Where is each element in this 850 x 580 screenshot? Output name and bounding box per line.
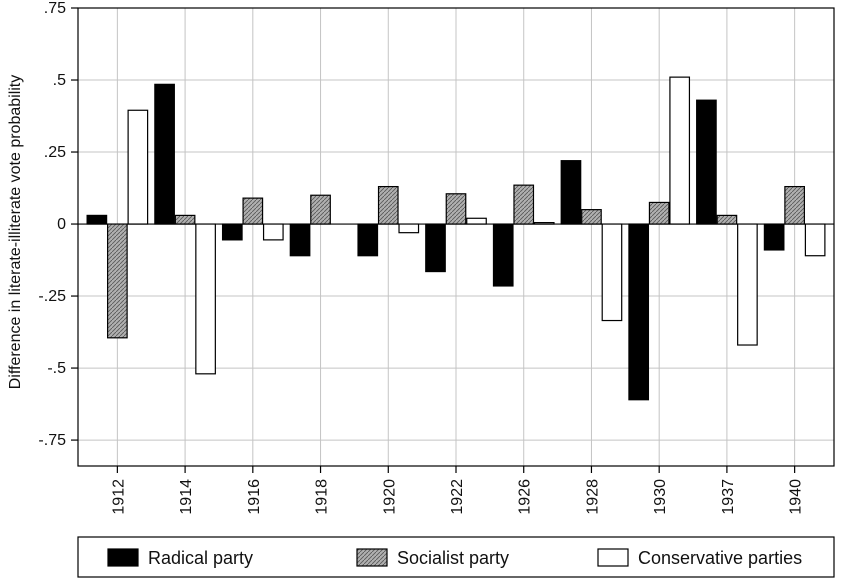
bar-socialist-party-1930 (648, 201, 670, 225)
legend-label: Conservative parties (638, 548, 802, 568)
y-tick-label: -.5 (47, 360, 66, 377)
y-tick-label: .75 (44, 0, 66, 17)
plot-area: .75 .5 .25 0 -.25 -.5 -.75 1912 1914 1916 1918 1920… (38, 0, 835, 515)
bar-radical-party-1918 (289, 223, 311, 257)
legend-box (77, 536, 835, 578)
bar-conservative-parties-1912 (127, 109, 149, 225)
x-tick-label: 1912 (110, 479, 127, 515)
bar-conservative-parties-1920 (398, 223, 420, 234)
y-tick-label: -.25 (38, 288, 66, 305)
x-tick-label: 1920 (381, 479, 398, 515)
bar-socialist-party-1937 (716, 214, 738, 225)
legend-swatch (107, 548, 139, 567)
legend-label: Radical party (148, 548, 253, 568)
bar-socialist-party-1918 (310, 194, 331, 225)
bar-radical-party-1926 (492, 223, 514, 287)
bar-radical-party-1922 (425, 223, 446, 273)
bar-conservative-parties-1930 (669, 76, 691, 225)
bar-radical-party-1916 (221, 223, 243, 241)
legend-swatch (356, 548, 388, 567)
x-tick-label: 1937 (720, 479, 737, 515)
bar-radical-party-1930 (628, 223, 650, 401)
bar-conservative-parties-1922 (466, 217, 487, 225)
x-tick-label: 1940 (788, 479, 805, 515)
bar-socialist-party-1928 (581, 209, 602, 225)
legend: Radical party Socialist party Conservative… (77, 536, 835, 578)
x-tick-label: 1916 (246, 479, 263, 515)
legend-swatch (597, 548, 629, 567)
bar-conservative-parties-1916 (262, 223, 284, 241)
bar-conservative-parties-1940 (804, 223, 826, 257)
bar-socialist-party-1922 (445, 193, 467, 225)
bar-socialist-party-1914 (174, 214, 196, 225)
bar-socialist-party-1912 (107, 223, 128, 339)
legend-label: Socialist party (397, 548, 509, 568)
bar-conservative-parties-1926 (533, 221, 555, 225)
bar-radical-party-1920 (357, 223, 379, 257)
bar-socialist-party-1920 (377, 185, 399, 225)
bar-socialist-party-1916 (242, 197, 264, 225)
bar-conservative-parties-1937 (737, 223, 758, 346)
bar-conservative-parties-1914 (195, 223, 216, 375)
y-tick-label: .5 (53, 72, 66, 89)
bar-radical-party-1914 (154, 83, 175, 225)
y-tick-label: 0 (57, 216, 66, 233)
bar-radical-party-1912 (86, 214, 108, 225)
y-tick-label: .25 (44, 144, 66, 161)
bar-conservative-parties-1928 (601, 223, 623, 322)
bar-radical-party-1940 (763, 223, 785, 251)
bar-radical-party-1928 (560, 160, 582, 225)
bar-radical-party-1937 (696, 99, 717, 225)
bar-socialist-party-1940 (784, 185, 805, 225)
x-tick-label: 1928 (584, 479, 601, 515)
x-tick-label: 1918 (314, 479, 331, 515)
y-tick-label: -.75 (38, 432, 66, 449)
x-tick-label: 1914 (178, 479, 195, 515)
x-tick-label: 1922 (449, 479, 466, 515)
y-axis-title: Difference in literate-illiterate vote p… (7, 75, 24, 390)
bar-socialist-party-1926 (513, 184, 535, 225)
x-tick-label: 1926 (517, 479, 534, 515)
x-tick-label: 1930 (652, 479, 669, 515)
